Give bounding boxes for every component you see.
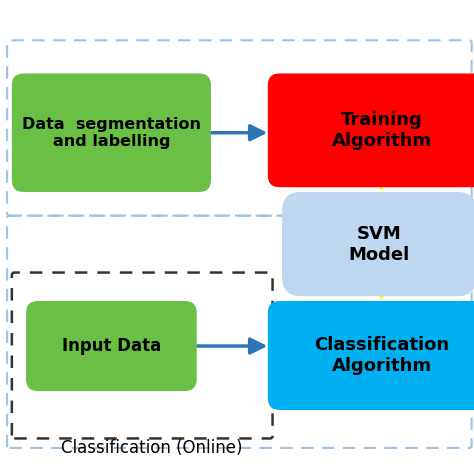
Text: SVM
Model: SVM Model — [348, 225, 410, 264]
FancyBboxPatch shape — [12, 73, 211, 192]
Text: Training
Algorithm: Training Algorithm — [331, 111, 432, 150]
FancyBboxPatch shape — [268, 73, 474, 187]
Text: Classification
Algorithm: Classification Algorithm — [314, 336, 449, 375]
Text: Input Data: Input Data — [62, 337, 161, 355]
FancyBboxPatch shape — [26, 301, 197, 391]
FancyBboxPatch shape — [268, 301, 474, 410]
FancyBboxPatch shape — [282, 192, 474, 296]
Text: Classification (Online): Classification (Online) — [61, 439, 242, 457]
Text: Data  segmentation
and labelling: Data segmentation and labelling — [22, 117, 201, 149]
